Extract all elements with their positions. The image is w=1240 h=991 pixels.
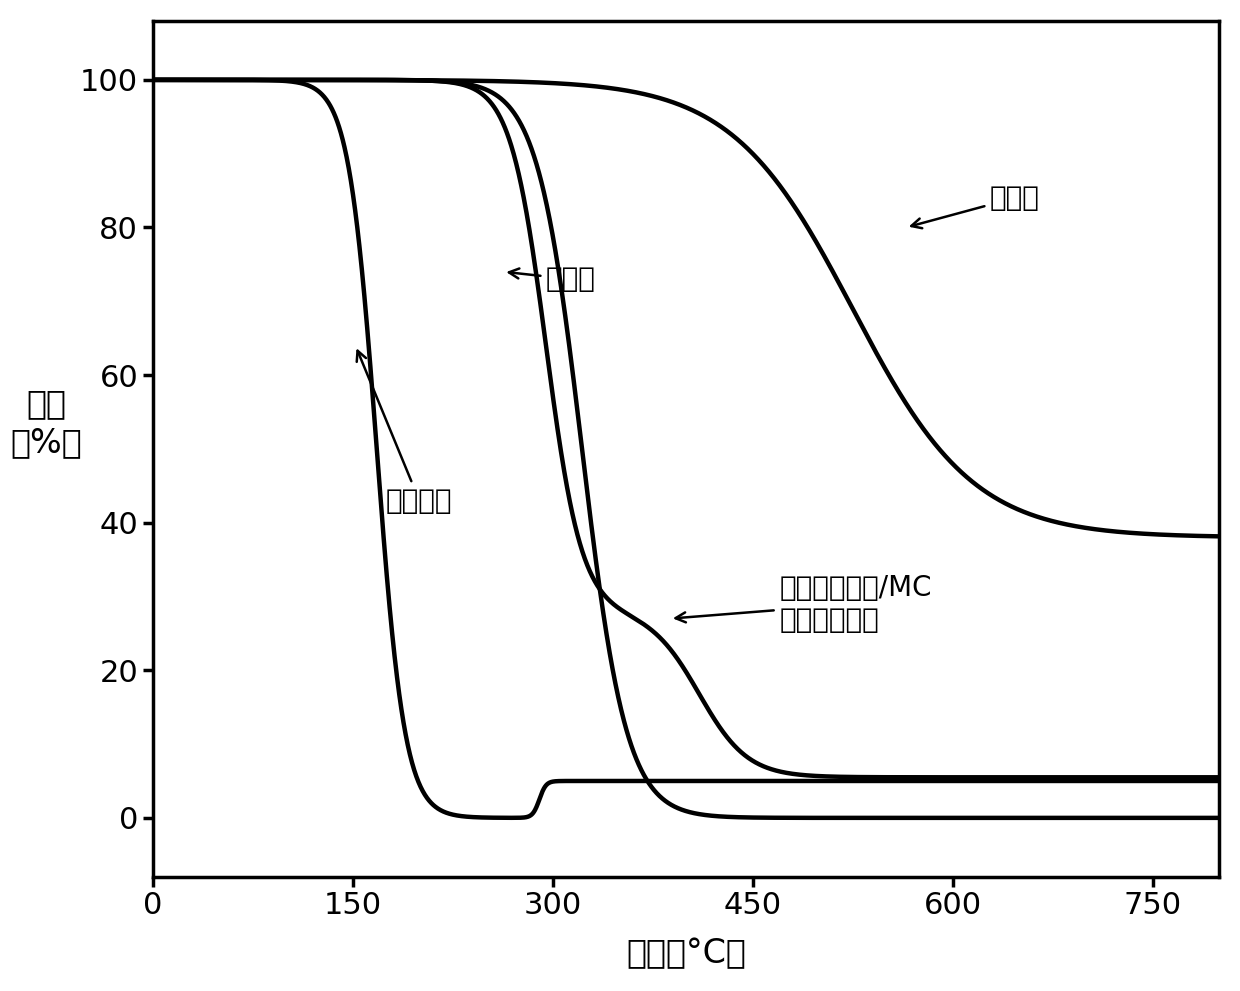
Text: 聚醜祠: 聚醜祠 bbox=[911, 184, 1040, 228]
Text: 自润滑微胶囊/MC
尼龙复合材料: 自润滑微胶囊/MC 尼龙复合材料 bbox=[676, 574, 931, 634]
Text: 纯尼龙: 纯尼龙 bbox=[508, 266, 596, 293]
Text: 液体石蜡: 液体石蜡 bbox=[357, 351, 453, 514]
X-axis label: 温度（°C）: 温度（°C） bbox=[626, 937, 746, 970]
Y-axis label: 质量
（%）: 质量 （%） bbox=[10, 387, 82, 459]
